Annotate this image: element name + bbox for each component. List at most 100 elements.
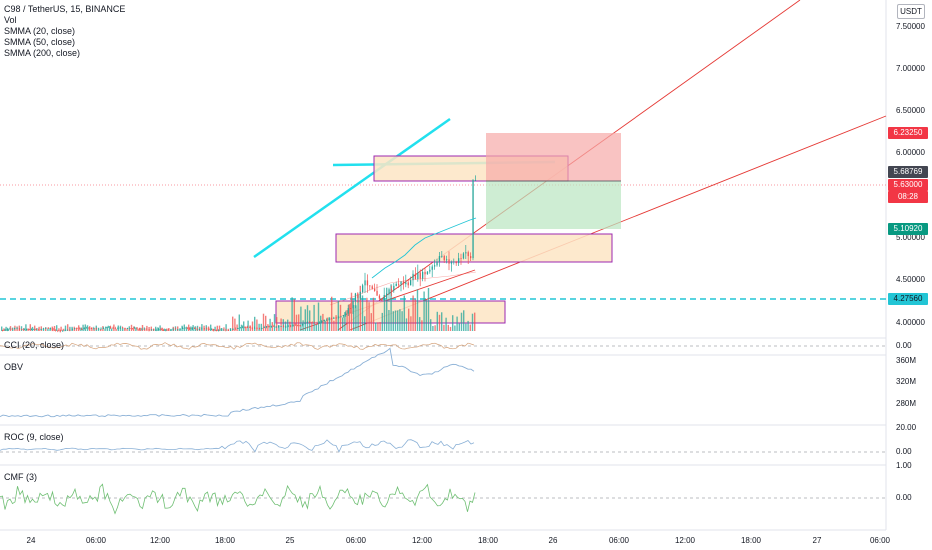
volume-bar — [232, 316, 234, 331]
volume-bar — [421, 320, 423, 331]
zone-middle[interactable] — [335, 233, 613, 263]
obv-tick: 320M — [896, 377, 917, 386]
volume-bar — [456, 316, 458, 331]
volume-bar — [403, 295, 405, 331]
volume-bar — [117, 325, 119, 331]
candle-body — [131, 328, 133, 329]
volume-bar — [333, 320, 335, 331]
smma-20-line — [371, 217, 477, 279]
legend-smma-50[interactable]: SMMA (50, close) — [4, 37, 76, 47]
volume-bar — [377, 322, 379, 331]
candle-body — [242, 326, 244, 328]
obv-label[interactable]: OBV — [4, 362, 24, 372]
volume-bar — [315, 324, 317, 331]
volume-bar — [379, 322, 381, 331]
price-tick: 6.50000 — [896, 106, 925, 115]
current-price-tag[interactable]: 5.63000 — [888, 179, 928, 191]
candle-body — [162, 330, 165, 331]
legend-volume[interactable]: Vol — [4, 15, 17, 25]
currency-button[interactable]: USDT — [897, 4, 925, 19]
volume-bar — [146, 325, 148, 331]
volume-bar — [115, 328, 117, 331]
candle-body — [266, 326, 268, 328]
candle-body — [323, 319, 325, 322]
volume-bar — [295, 314, 298, 331]
candle-body — [407, 282, 409, 286]
volume-bar — [51, 326, 53, 331]
volume-bar — [256, 319, 258, 331]
candle-body — [424, 271, 426, 275]
time-tick: 18:00 — [740, 536, 762, 545]
cmf-label[interactable]: CMF (3) — [4, 472, 37, 482]
legend-smma-20[interactable]: SMMA (20, close) — [4, 26, 76, 36]
support-price-tag[interactable]: 4.27560 — [888, 293, 928, 305]
candle-body — [443, 256, 445, 261]
volume-bar — [86, 325, 89, 331]
candle-body — [294, 324, 297, 326]
volume-bar — [383, 300, 386, 331]
volume-bar — [260, 323, 262, 331]
cci-tick: 0.00 — [896, 341, 912, 350]
candle-body — [18, 328, 21, 330]
volume-bar — [423, 291, 425, 331]
volume-bar — [309, 310, 311, 331]
roc-tick: 0.00 — [896, 447, 912, 456]
volume-bars — [1, 284, 476, 331]
volume-bar — [5, 326, 7, 331]
symbol-title[interactable]: C98 / TetherUS, 15, BINANCE — [4, 4, 126, 14]
volume-bar — [326, 317, 328, 331]
candle-body — [458, 258, 460, 264]
cmf-indicator-line — [0, 483, 476, 515]
candle-body — [136, 327, 138, 329]
obv-line — [0, 347, 475, 418]
stop-price-tag[interactable]: 5.10920 — [888, 223, 928, 235]
candle-body — [280, 326, 282, 327]
price-tick: 6.00000 — [896, 148, 925, 157]
candle-body — [388, 289, 390, 295]
volume-bar — [364, 316, 366, 331]
candle-body — [436, 261, 438, 266]
volume-bar — [471, 313, 474, 331]
candle-body — [328, 318, 330, 320]
position-target-area[interactable] — [486, 133, 621, 181]
cmf-line — [0, 483, 476, 515]
volume-bar — [240, 324, 243, 331]
candle-body — [203, 328, 205, 330]
candle-body — [369, 285, 371, 287]
countdown-tag: 08:28 — [888, 191, 928, 203]
candle-body — [386, 294, 388, 296]
volume-bar — [302, 320, 304, 331]
candle-body — [285, 326, 287, 328]
target-price-tag[interactable]: 6.23250 — [888, 127, 928, 139]
volume-bar — [388, 310, 390, 331]
last-high-price-tag[interactable]: 5.68769 — [888, 166, 928, 178]
roc-label[interactable]: ROC (9, close) — [4, 432, 64, 442]
candle-body — [177, 329, 179, 331]
volume-bar — [113, 324, 115, 331]
candle-body — [326, 319, 328, 321]
main-legend: C98 / TetherUS, 15, BINANCE Vol SMMA (20… — [4, 4, 125, 59]
volume-bar — [168, 328, 170, 331]
candle-body — [30, 329, 33, 330]
volume-bar — [223, 327, 225, 331]
candle-body — [357, 293, 359, 299]
cyan-trendline[interactable] — [253, 117, 451, 259]
price-tick: 4.00000 — [896, 318, 925, 327]
time-tick: 12:00 — [674, 536, 696, 545]
cci-label[interactable]: CCI (20, close) — [4, 340, 65, 350]
candle-body — [383, 295, 385, 301]
position-stop-area[interactable] — [486, 181, 621, 229]
obv-indicator-line — [0, 347, 475, 418]
volume-bar — [410, 316, 412, 331]
candle-body — [273, 325, 275, 327]
candle-body — [359, 292, 361, 299]
volume-bar — [42, 328, 45, 331]
candle-body — [119, 327, 121, 329]
volume-bar — [408, 308, 410, 331]
candle-body — [393, 285, 395, 291]
legend-smma-200[interactable]: SMMA (200, close) — [4, 48, 81, 58]
roc-tick: 20.00 — [896, 423, 917, 432]
volume-bar — [1, 326, 3, 331]
